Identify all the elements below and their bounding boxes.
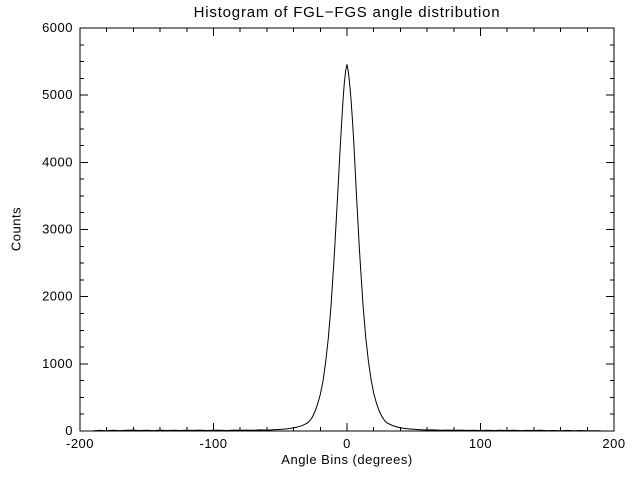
chart-title: Histogram of FGL−FGS angle distribution [193,4,501,21]
x-tick-label: 200 [602,436,625,451]
y-axis-label: Counts [8,206,24,252]
x-tick-label: 0 [343,436,351,451]
y-tick-label: 3000 [42,222,73,237]
y-tick-label: 5000 [42,87,73,102]
y-tick-label: 2000 [42,289,73,304]
y-tick-label: 4000 [42,154,73,169]
y-tick-label: 6000 [42,20,73,35]
x-tick-label: -100 [199,436,227,451]
x-tick-label: 100 [469,436,492,451]
y-tick-label: 0 [65,423,73,438]
x-tick-label: -200 [66,436,94,451]
axes-box [79,27,615,432]
x-axis-label: Angle Bins (degrees) [281,452,413,467]
y-tick-label: 1000 [42,356,73,371]
histogram-line [93,64,601,432]
